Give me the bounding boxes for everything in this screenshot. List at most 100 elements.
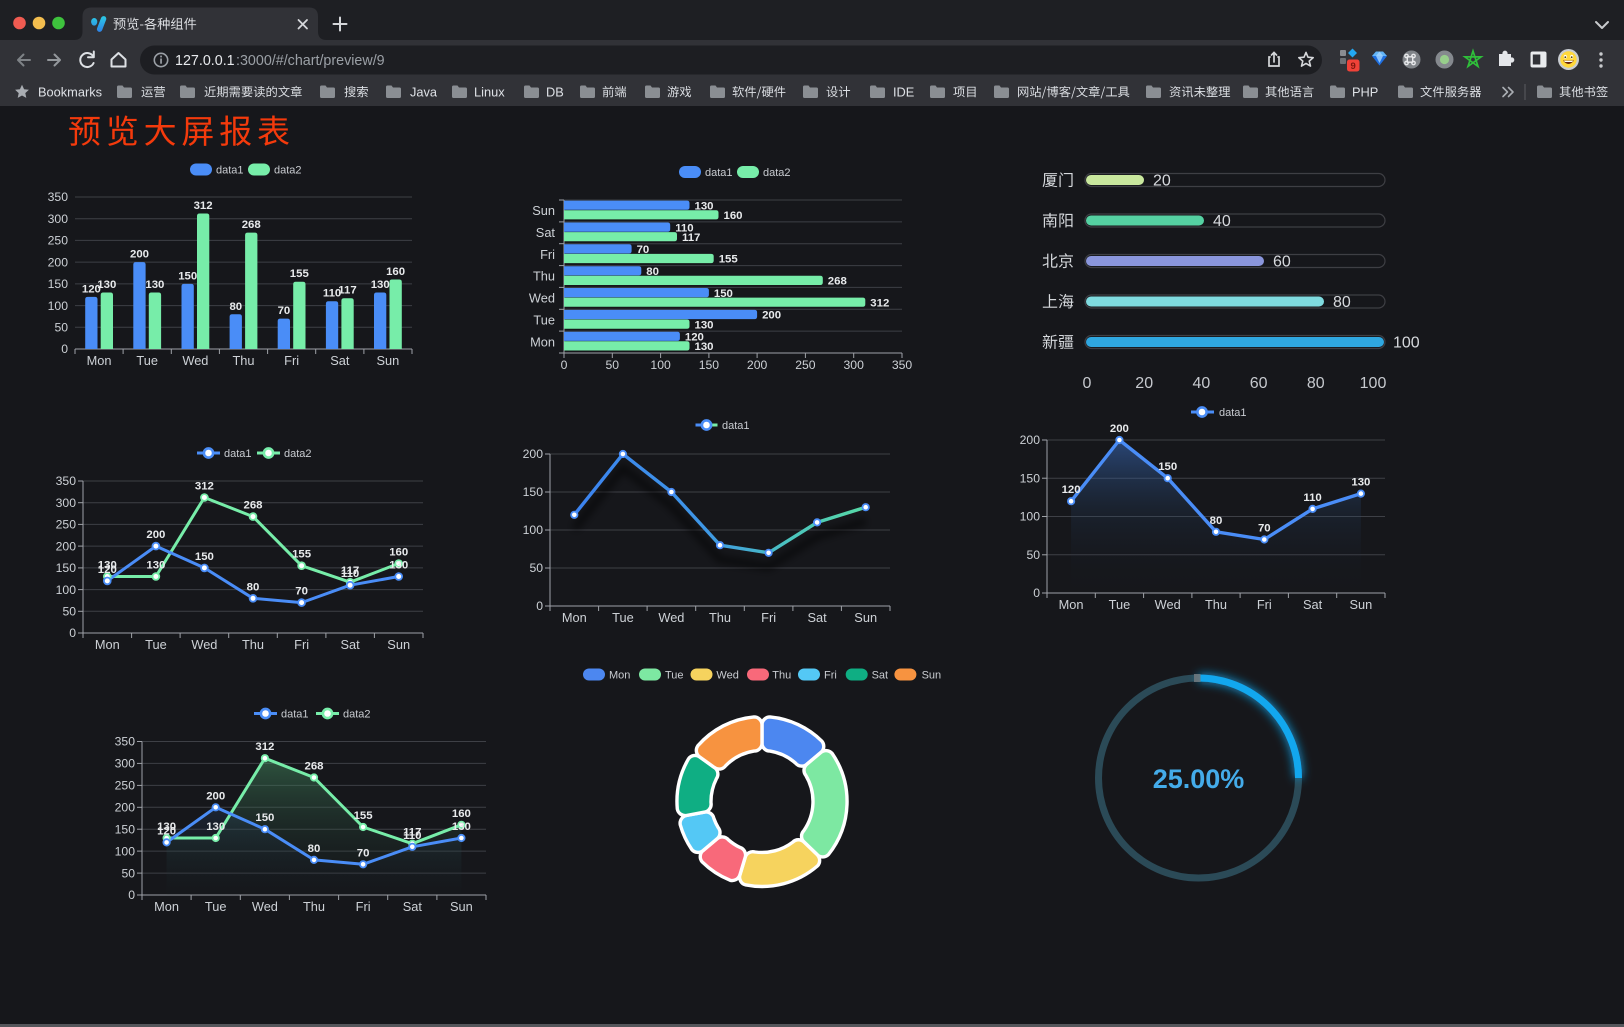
svg-text:80: 80: [1333, 294, 1351, 311]
svg-text:data1: data1: [281, 709, 309, 721]
svg-text:100: 100: [115, 844, 136, 858]
svg-text:Tue: Tue: [1109, 597, 1131, 612]
svg-text:150: 150: [178, 270, 197, 282]
svg-text:0: 0: [1083, 375, 1092, 392]
svg-text:Wed: Wed: [1155, 597, 1181, 612]
svg-text:50: 50: [606, 358, 620, 372]
svg-text:Wed: Wed: [252, 899, 278, 914]
svg-text:130: 130: [371, 279, 390, 291]
svg-text:IDE: IDE: [893, 85, 914, 100]
svg-text:Mon: Mon: [154, 899, 179, 914]
svg-text:300: 300: [48, 212, 69, 226]
svg-text:110: 110: [403, 830, 421, 842]
svg-text:120: 120: [82, 283, 101, 295]
svg-text:130: 130: [146, 560, 165, 572]
svg-text::3000/#/chart/preview/9: :3000/#/chart/preview/9: [236, 53, 385, 69]
svg-text:0: 0: [69, 626, 76, 640]
svg-text:200: 200: [56, 539, 77, 553]
svg-text:300: 300: [115, 757, 136, 771]
svg-text:Tue: Tue: [665, 670, 684, 682]
svg-text:155: 155: [354, 810, 374, 822]
svg-text:127.0.0.1: 127.0.0.1: [175, 53, 235, 69]
svg-text:data1: data1: [705, 167, 733, 179]
svg-text:350: 350: [56, 474, 77, 488]
svg-text:Sun: Sun: [1350, 597, 1373, 612]
svg-text:Tue: Tue: [205, 899, 227, 914]
svg-text:200: 200: [747, 358, 768, 372]
svg-text:150: 150: [115, 822, 136, 836]
svg-text:Sun: Sun: [532, 203, 555, 218]
svg-text:40: 40: [1193, 375, 1211, 392]
svg-text:data2: data2: [274, 165, 302, 177]
svg-text:120: 120: [157, 825, 176, 837]
svg-text:120: 120: [98, 564, 117, 576]
svg-text:60: 60: [1273, 254, 1291, 271]
svg-text:Tue: Tue: [533, 312, 555, 327]
svg-text:130: 130: [1351, 477, 1370, 489]
svg-text:Wed: Wed: [191, 637, 217, 652]
svg-text:Fri: Fri: [824, 670, 837, 682]
svg-text:0: 0: [1033, 586, 1040, 600]
svg-text:PHP: PHP: [1352, 85, 1378, 100]
svg-text:70: 70: [295, 586, 308, 598]
svg-text:250: 250: [48, 234, 69, 248]
svg-text:100: 100: [650, 358, 671, 372]
svg-text:Mon: Mon: [1059, 597, 1084, 612]
svg-text:Sun: Sun: [450, 899, 473, 914]
svg-text:150: 150: [523, 485, 544, 499]
svg-text:120: 120: [685, 332, 704, 344]
svg-text:Thu: Thu: [242, 637, 264, 652]
svg-text:130: 130: [695, 319, 714, 331]
svg-text:110: 110: [323, 288, 341, 300]
svg-text:200: 200: [206, 790, 225, 802]
svg-text:312: 312: [194, 200, 213, 212]
svg-text:data1: data1: [224, 448, 252, 460]
svg-text:70: 70: [357, 847, 370, 859]
svg-text:Sat: Sat: [1303, 597, 1323, 612]
svg-text:155: 155: [719, 254, 739, 266]
svg-text:80: 80: [1307, 375, 1325, 392]
svg-text:150: 150: [48, 277, 69, 291]
svg-text:70: 70: [1258, 523, 1271, 535]
svg-text:Linux: Linux: [474, 85, 505, 100]
svg-text:Tue: Tue: [145, 637, 167, 652]
svg-text:150: 150: [699, 358, 720, 372]
svg-text:100: 100: [523, 523, 544, 537]
svg-text:data2: data2: [343, 709, 371, 721]
svg-text:Tue: Tue: [136, 353, 158, 368]
svg-text:160: 160: [389, 547, 408, 559]
svg-text:data2: data2: [284, 448, 312, 460]
svg-text:9: 9: [1351, 61, 1356, 72]
svg-text:80: 80: [646, 266, 659, 278]
svg-text:200: 200: [115, 801, 136, 815]
svg-text:200: 200: [1110, 423, 1129, 435]
svg-text:50: 50: [54, 321, 68, 335]
svg-text:268: 268: [243, 500, 262, 512]
svg-text:130: 130: [157, 821, 176, 833]
svg-text:Thu: Thu: [533, 269, 555, 284]
svg-text:150: 150: [56, 561, 77, 575]
svg-text:Tue: Tue: [612, 610, 634, 625]
svg-text:20: 20: [1135, 375, 1153, 392]
svg-text:150: 150: [1020, 471, 1041, 485]
svg-text:312: 312: [255, 741, 274, 753]
svg-text:80: 80: [229, 301, 242, 313]
svg-text:160: 160: [452, 808, 471, 820]
svg-text:50: 50: [62, 605, 76, 619]
svg-text:300: 300: [56, 496, 77, 510]
svg-text:100: 100: [1393, 335, 1420, 352]
svg-text:Sat: Sat: [330, 353, 350, 368]
svg-text:70: 70: [637, 244, 650, 256]
svg-text:80: 80: [247, 581, 260, 593]
svg-text:DB: DB: [546, 85, 564, 100]
svg-text:130: 130: [389, 560, 408, 572]
svg-text:160: 160: [386, 266, 405, 278]
svg-text:50: 50: [121, 866, 135, 880]
svg-text:350: 350: [115, 735, 136, 749]
svg-text:0: 0: [561, 358, 568, 372]
svg-text:Wed: Wed: [182, 353, 208, 368]
svg-text:0: 0: [61, 342, 68, 356]
svg-text:Sat: Sat: [536, 225, 556, 240]
svg-text:200: 200: [762, 310, 781, 322]
svg-text:0: 0: [536, 599, 543, 613]
